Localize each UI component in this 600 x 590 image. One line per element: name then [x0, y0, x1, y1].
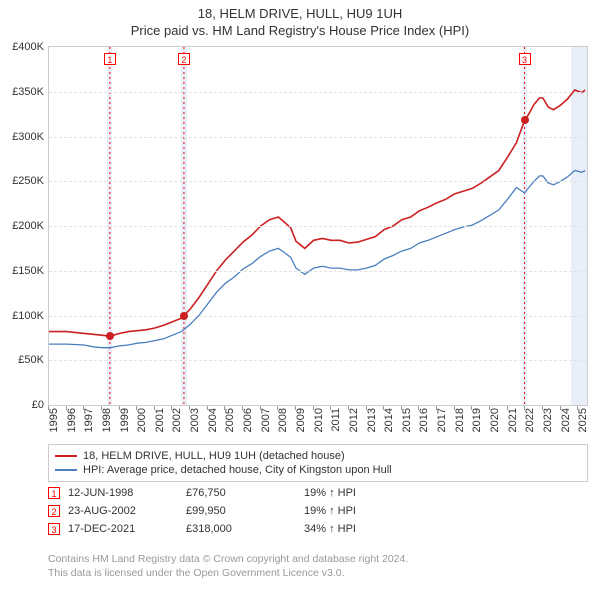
- x-tick-label: 2022: [524, 408, 536, 432]
- x-tick-label: 1995: [48, 408, 60, 432]
- y-tick-label: £300K: [2, 131, 44, 143]
- legend-row: 18, HELM DRIVE, HULL, HU9 1UH (detached …: [55, 449, 581, 463]
- x-tick-label: 2014: [383, 408, 395, 432]
- sales-date: 12-JUN-1998: [68, 487, 178, 499]
- x-tick-label: 2009: [295, 408, 307, 432]
- x-tick-label: 2002: [171, 408, 183, 432]
- x-tick-label: 2020: [489, 408, 501, 432]
- sales-marker-box: 1: [48, 487, 60, 499]
- sale-dot: [521, 116, 529, 124]
- sales-delta: 19% ↑ HPI: [304, 487, 588, 499]
- legend-label: HPI: Average price, detached house, City…: [83, 464, 392, 476]
- y-tick-label: £0: [2, 399, 44, 411]
- x-tick-label: 2006: [242, 408, 254, 432]
- sales-price: £76,750: [186, 487, 296, 499]
- y-tick-label: £150K: [2, 265, 44, 277]
- sales-delta: 34% ↑ HPI: [304, 523, 588, 535]
- legend-label: 18, HELM DRIVE, HULL, HU9 1UH (detached …: [83, 450, 345, 462]
- title-address: 18, HELM DRIVE, HULL, HU9 1UH: [0, 0, 600, 21]
- sales-delta: 19% ↑ HPI: [304, 505, 588, 517]
- sales-date: 23-AUG-2002: [68, 505, 178, 517]
- plot-area: 1 2 3: [48, 46, 588, 406]
- y-tick-label: £200K: [2, 220, 44, 232]
- event-marker-box: 1: [104, 53, 116, 65]
- x-tick-label: 2024: [560, 408, 572, 432]
- sales-date: 17-DEC-2021: [68, 523, 178, 535]
- sales-marker-box: 2: [48, 505, 60, 517]
- legend-box: 18, HELM DRIVE, HULL, HU9 1UH (detached …: [48, 444, 588, 482]
- event-marker-box: 3: [519, 53, 531, 65]
- sales-row: 2 23-AUG-2002 £99,950 19% ↑ HPI: [48, 502, 588, 520]
- chart-container: 18, HELM DRIVE, HULL, HU9 1UH Price paid…: [0, 0, 600, 590]
- sale-dot: [180, 312, 188, 320]
- x-tick-label: 2011: [330, 408, 342, 432]
- legend-row: HPI: Average price, detached house, City…: [55, 463, 581, 477]
- sales-price: £99,950: [186, 505, 296, 517]
- y-tick-label: £400K: [2, 41, 44, 53]
- x-tick-label: 2000: [136, 408, 148, 432]
- sales-price: £318,000: [186, 523, 296, 535]
- legend-swatch: [55, 469, 77, 471]
- x-tick-label: 1998: [101, 408, 113, 432]
- sales-marker-box: 3: [48, 523, 60, 535]
- title-subtitle: Price paid vs. HM Land Registry's House …: [0, 21, 600, 38]
- sales-row: 3 17-DEC-2021 £318,000 34% ↑ HPI: [48, 520, 588, 538]
- x-tick-label: 2013: [366, 408, 378, 432]
- x-tick-label: 2016: [418, 408, 430, 432]
- y-tick-label: £100K: [2, 310, 44, 322]
- x-tick-label: 2019: [471, 408, 483, 432]
- x-tick-label: 2007: [260, 408, 272, 432]
- x-tick-label: 2018: [454, 408, 466, 432]
- footer-attribution: Contains HM Land Registry data © Crown c…: [48, 552, 588, 580]
- x-tick-label: 1999: [119, 408, 131, 432]
- gridline-horizontal: [49, 271, 587, 272]
- x-tick-label: 2021: [507, 408, 519, 432]
- gridline-horizontal: [49, 316, 587, 317]
- x-tick-label: 2015: [401, 408, 413, 432]
- y-tick-label: £250K: [2, 175, 44, 187]
- sales-row: 1 12-JUN-1998 £76,750 19% ↑ HPI: [48, 484, 588, 502]
- gridline-horizontal: [49, 226, 587, 227]
- y-tick-label: £50K: [2, 354, 44, 366]
- x-tick-label: 2008: [277, 408, 289, 432]
- sale-dot: [106, 332, 114, 340]
- gridline-horizontal: [49, 92, 587, 93]
- gridline-horizontal: [49, 181, 587, 182]
- x-tick-label: 2023: [542, 408, 554, 432]
- x-tick-label: 2012: [348, 408, 360, 432]
- gridline-horizontal: [49, 137, 587, 138]
- x-tick-label: 2003: [189, 408, 201, 432]
- footer-line-1: Contains HM Land Registry data © Crown c…: [48, 552, 588, 566]
- legend-swatch: [55, 455, 77, 457]
- x-tick-label: 2004: [207, 408, 219, 432]
- sales-table: 1 12-JUN-1998 £76,750 19% ↑ HPI 2 23-AUG-2002…: [48, 484, 588, 538]
- x-tick-label: 1996: [66, 408, 78, 432]
- event-marker-box: 2: [178, 53, 190, 65]
- x-tick-label: 1997: [83, 408, 95, 432]
- footer-line-2: This data is licensed under the Open Gov…: [48, 566, 588, 580]
- x-tick-label: 2017: [436, 408, 448, 432]
- x-tick-label: 2025: [577, 408, 589, 432]
- y-tick-label: £350K: [2, 86, 44, 98]
- x-tick-label: 2010: [313, 408, 325, 432]
- x-tick-label: 2005: [224, 408, 236, 432]
- x-tick-label: 2001: [154, 408, 166, 432]
- gridline-horizontal: [49, 360, 587, 361]
